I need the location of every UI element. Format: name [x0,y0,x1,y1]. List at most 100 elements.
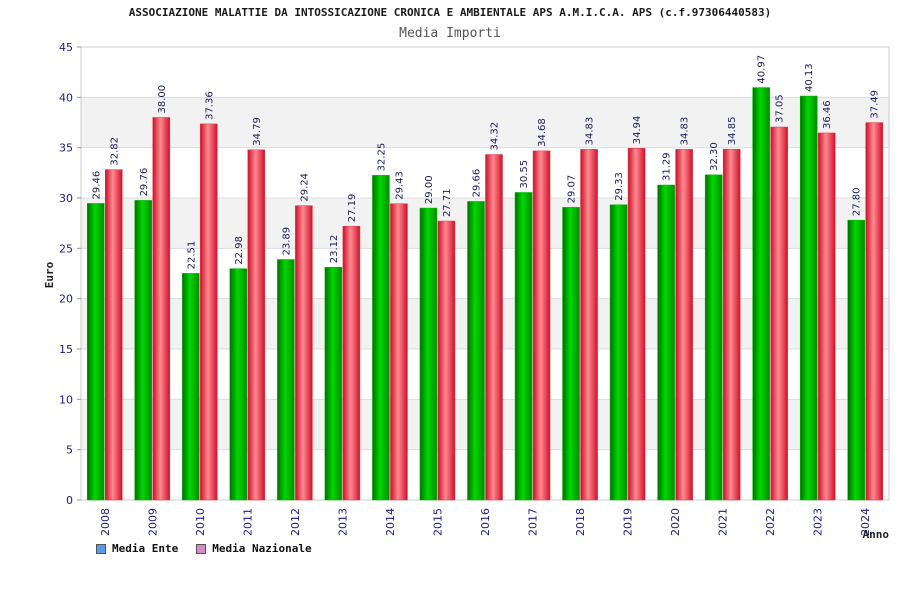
y-axis-ticks: 0 5 10 15 20 25 30 35 40 45 [59,41,81,507]
value-label-nazionale: 37.36 [204,91,215,120]
bar-ente [704,174,723,501]
legend-swatch-nazionale [196,543,207,554]
value-label-ente: 29.76 [139,168,150,197]
x-tick-label: 2020 [669,508,682,536]
value-label-ente: 22.51 [186,241,197,270]
value-label-nazionale: 34.83 [680,117,691,146]
legend: Media Ente Media Nazionale [96,542,312,555]
x-tick-label: 2022 [764,508,777,536]
bars-group [87,87,883,501]
bar-nazionale [437,220,456,501]
value-label-nazionale: 36.46 [822,100,833,129]
bar-ente [609,204,628,501]
x-tick-label: 2023 [812,508,825,536]
bar-ente [514,192,533,501]
value-label-nazionale: 29.24 [299,173,310,202]
x-tick-label: 2015 [431,508,444,536]
bar-nazionale [105,169,123,501]
bar-nazionale [342,226,361,501]
bar-nazionale [390,203,408,501]
value-label-ente: 23.89 [281,227,292,256]
legend-label-ente: Media Ente [112,542,179,555]
value-label-nazionale: 34.79 [252,117,263,146]
bar-ente [752,87,770,501]
value-label-ente: 30.55 [519,160,530,189]
x-tick-label: 2013 [336,508,349,536]
bar-ente [372,175,390,501]
value-label-nazionale: 29.43 [394,171,405,200]
value-label-ente: 29.07 [567,175,578,204]
bar-ente [87,203,105,501]
x-tick-label: 2009 [146,508,159,536]
legend-label-nazionale: Media Nazionale [212,542,312,555]
value-label-ente: 27.80 [852,188,863,217]
value-label-nazionale: 37.05 [775,94,786,123]
bar-nazionale [152,117,171,501]
value-label-nazionale: 27.71 [442,188,453,217]
bar-ente [229,268,248,501]
value-label-ente: 40.97 [757,55,768,84]
y-tick-label: 40 [59,91,73,104]
y-tick-label: 30 [59,192,73,205]
value-label-nazionale: 37.49 [870,90,881,119]
chart-subtitle: Media Importi [399,26,501,41]
x-axis-label: Anno [863,528,890,541]
bar-nazionale [200,123,218,501]
value-label-ente: 22.98 [234,236,245,265]
legend-swatch-ente [96,543,106,554]
value-label-ente: 31.29 [662,152,673,181]
y-tick-label: 25 [59,242,73,255]
x-tick-label: 2024 [859,508,872,536]
y-tick-label: 35 [59,142,73,155]
bar-nazionale [722,148,741,501]
bar-ente [134,200,153,501]
y-tick-label: 20 [59,293,73,306]
x-tick-label: 2010 [194,508,207,536]
x-axis-ticks: 2008 2009 2010 2011 2012 2013 2014 2015 2016 2017… [99,508,872,536]
bar-nazionale [770,126,788,501]
value-label-ente: 40.13 [804,63,815,92]
bar-nazionale [247,149,266,501]
x-tick-label: 2014 [384,508,397,536]
x-tick-label: 2017 [527,508,540,536]
y-tick-label: 0 [66,494,73,507]
bar-ente [847,219,865,501]
bar-nazionale [675,149,693,501]
bar-ente [419,207,438,501]
value-label-ente: 29.66 [472,169,483,198]
bar-nazionale [295,205,313,501]
bar-nazionale [865,122,883,501]
x-tick-label: 2016 [479,508,492,536]
plot-border [80,46,890,501]
value-label-nazionale: 32.82 [109,137,120,166]
x-tick-label: 2012 [289,508,302,536]
bar-ente [277,259,295,501]
legend-item-ente: Media Ente [96,542,178,555]
bar-nazionale [485,154,503,501]
value-label-ente: 32.30 [709,142,720,171]
value-label-ente: 29.00 [424,175,435,204]
value-label-ente: 23.12 [329,235,340,264]
bar-nazionale [580,149,598,501]
bar-ente [324,267,343,501]
bar-nazionale [817,132,836,501]
value-labels: 29.46 32.82 29.76 38.00 22.51 37.36 22.98 34.79… [91,55,880,269]
x-tick-label: 2021 [717,508,730,536]
value-label-nazionale: 34.94 [632,116,643,145]
bar-ente [799,95,818,501]
y-tick-label: 45 [59,41,73,54]
value-label-nazionale: 34.85 [727,117,738,146]
value-label-nazionale: 34.32 [490,122,501,151]
bar-ente [657,184,675,501]
bar-nazionale [627,148,646,501]
value-label-nazionale: 38.00 [157,85,168,114]
value-label-ente: 29.46 [91,171,102,200]
y-axis-label: Euro [43,261,56,288]
value-label-nazionale: 34.83 [585,117,596,146]
value-label-ente: 29.33 [614,172,625,201]
x-tick-label: 2019 [622,508,635,536]
value-label-nazionale: 34.68 [537,118,548,147]
x-tick-label: 2018 [574,508,587,536]
value-label-nazionale: 27.19 [347,194,358,223]
